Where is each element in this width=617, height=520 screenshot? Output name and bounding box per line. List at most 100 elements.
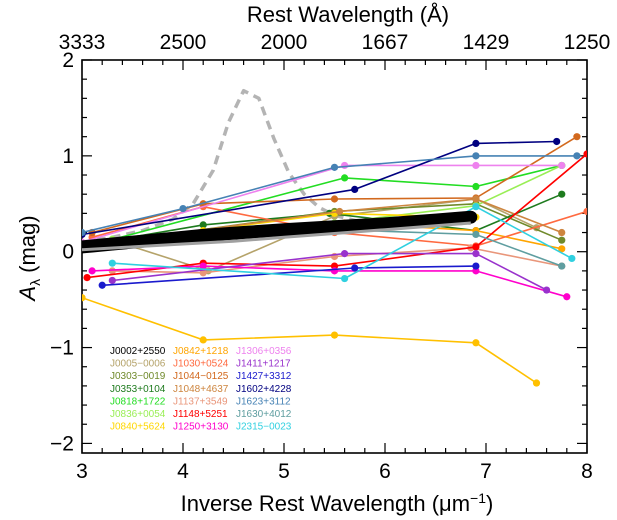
data-point-j1250-3130	[199, 262, 207, 270]
data-point-j2315-0023	[108, 259, 116, 267]
data-point-j1250-3130	[330, 267, 339, 275]
legend-entry: J1602+4228	[236, 384, 292, 395]
data-point-j1630-4012	[472, 230, 480, 239]
legend-entry: J1044−0125	[173, 371, 229, 382]
legend-entry: J1623+3112	[236, 396, 291, 407]
series-line-j1048-4637	[112, 198, 563, 243]
legend-entry: J0836+0054	[110, 409, 166, 420]
data-point-j0353-0104	[558, 190, 566, 198]
data-point-j1602-4228	[553, 137, 561, 146]
data-point-j1048-4637	[558, 228, 566, 237]
legend-entry: J2315−0023	[236, 422, 292, 433]
data-point-j1030-0524	[583, 207, 587, 216]
data-point-extra-orange-low	[82, 294, 86, 302]
data-point-j1411-1217	[108, 276, 116, 285]
x-tick-label: 6	[379, 460, 391, 483]
data-point-j1048-4637	[472, 195, 480, 203]
legend-entry: J1137+3549	[173, 396, 228, 407]
x-tick-label: 4	[177, 460, 189, 483]
data-point-j1411-1217	[472, 250, 480, 258]
data-point-j1048-4637	[335, 207, 344, 216]
plot-frame	[81, 59, 588, 454]
data-point-j1623-3112	[82, 228, 86, 237]
data-point-j1623-3112	[330, 163, 339, 171]
y-tick-label: −1	[50, 337, 74, 360]
data-point-j1411-1217	[341, 250, 349, 258]
top-tick-label: 2500	[160, 31, 207, 54]
data-point-j1137-3549	[199, 269, 207, 277]
data-point-j1306-0356	[341, 161, 349, 170]
data-point-j1250-3130	[88, 267, 96, 275]
data-point-j1148-5251	[83, 273, 91, 282]
plot-border	[81, 59, 588, 454]
series-line-j1411-1217	[112, 252, 547, 291]
data-point-j0303-0019	[558, 236, 566, 244]
x-axis-label: Inverse Rest Wavelength (μm−1)	[181, 490, 494, 516]
legend-entry: J0840+5624	[110, 422, 166, 433]
legend-entry: J0002+2550	[110, 346, 166, 357]
data-point-j1602-4228	[351, 185, 359, 194]
top-tick-label: 1429	[463, 31, 510, 54]
x-axis-label-sup: −1	[470, 490, 486, 506]
top-tick-label: 1250	[564, 31, 611, 54]
data-point-j1427-3312	[472, 262, 480, 270]
x-axis-ticks: 3 4 5 6 7 8	[76, 60, 593, 483]
y-axis-label-sub: λ	[27, 279, 43, 286]
legend-entry: J1306+0356	[236, 346, 292, 357]
data-point-j1148-5251	[472, 243, 480, 251]
data-point-extra-orange-low	[330, 331, 339, 339]
x-axis-label-main: Inverse Rest Wavelength (μm	[181, 491, 470, 516]
legend-entry: J1030+0524	[173, 359, 229, 370]
gray-reference-curve	[82, 221, 471, 252]
y-axis-label: Aλ (mag)	[15, 215, 43, 302]
data-point-j0842-1218	[558, 245, 566, 253]
data-point-j1427-3312	[98, 281, 106, 289]
data-point-j1411-1217	[543, 286, 551, 294]
data-point-j1137-3549	[108, 267, 116, 275]
x-tick-label: 7	[480, 460, 492, 483]
top-axis-label: Rest Wavelength (Å)	[247, 2, 449, 27]
data-point-j1306-0356	[558, 161, 566, 170]
data-point-j1306-0356	[472, 161, 480, 170]
y-axis-ticks: −2 −1 0 1 2	[50, 49, 587, 455]
legend: J0002+2550 J0842+1218 J1306+0356 J0005−0006…	[110, 346, 292, 433]
data-point-j1623-3112	[179, 204, 187, 213]
data-point-extra-orange-low	[472, 339, 480, 347]
data-point-j1044-0125	[330, 195, 339, 203]
data-point-j1623-3112	[573, 152, 581, 160]
data-point-j0818-1722	[341, 174, 349, 182]
legend-entry: J1630+4012	[236, 409, 292, 420]
y-tick-label: 0	[62, 241, 74, 264]
y-axis-label-main: A	[15, 286, 40, 303]
data-point-j2315-0023	[568, 254, 576, 263]
data-point-j1630-4012	[558, 262, 566, 270]
data-point-extra-orange-low	[532, 379, 541, 387]
top-tick-label: 3333	[59, 31, 106, 54]
legend-entry: J0005−0006	[110, 359, 166, 370]
data-point-j0353-0104	[199, 221, 207, 229]
y-tick-label: 1	[62, 145, 74, 168]
series-line-j1306-0356	[82, 164, 562, 243]
x-tick-label: 3	[76, 460, 88, 483]
data-point-j1148-5251	[583, 150, 587, 158]
svg-text:Aλ(mag): Aλ (mag)	[15, 215, 43, 302]
y-tick-label: −2	[50, 432, 74, 455]
data-point-extra-orange-low	[199, 336, 207, 344]
x-axis-label-end: )	[486, 491, 493, 516]
legend-entry: J0353+0104	[110, 384, 166, 395]
data-point-j1602-4228	[472, 139, 480, 147]
data-point-j1250-3130	[563, 293, 571, 301]
x-tick-label: 8	[581, 460, 593, 483]
top-tick-label: 2000	[261, 31, 308, 54]
series-line-j2315-0023	[112, 205, 573, 280]
data-point-j2315-0023	[341, 274, 349, 283]
legend-entry: J0303−0019	[110, 371, 166, 382]
data-point-j0818-1722	[472, 182, 480, 191]
data-point-j1044-0125	[573, 133, 581, 141]
legend-entry: J1427+3312	[236, 371, 292, 382]
legend-entry: J1250+3130	[173, 422, 229, 433]
y-axis-label-unit: (mag)	[15, 215, 40, 272]
legend-entry: J0818+1722	[110, 396, 166, 407]
x-tick-label: 5	[278, 460, 290, 483]
